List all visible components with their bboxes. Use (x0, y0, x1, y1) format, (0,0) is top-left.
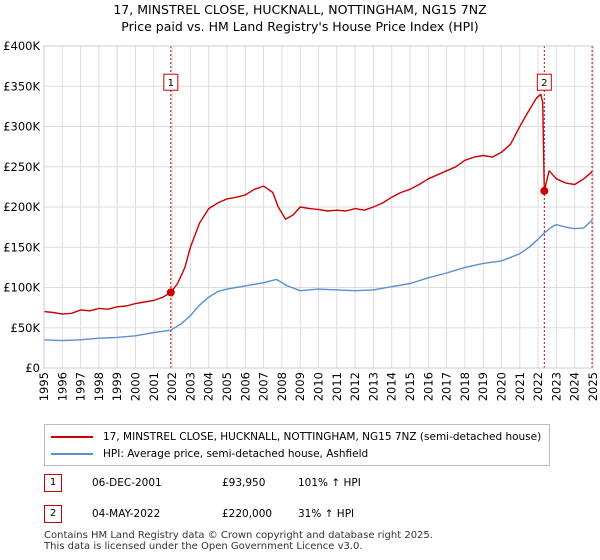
legend-item-property: 17, MINSTREL CLOSE, HUCKNALL, NOTTINGHAM… (51, 429, 541, 445)
x-tick-label: 2020 (495, 372, 509, 401)
transaction-date: 06-DEC-2001 (92, 477, 162, 489)
transaction-price: £220,000 (222, 508, 273, 520)
y-tick-label: £250K (3, 160, 40, 174)
property-price-line (43, 93, 594, 315)
table-row: 1 06-DEC-2001 £93,950 101% ↑ HPI (44, 474, 564, 492)
x-tick-label: 2005 (220, 372, 234, 401)
x-tick-label: 2011 (330, 372, 344, 401)
x-tick-label: 2018 (458, 372, 472, 401)
x-tick-label: 2025 (586, 372, 600, 401)
x-tick-label: 2015 (403, 372, 417, 401)
y-tick-label: £100K (3, 281, 40, 295)
x-tick-label: 1999 (110, 372, 124, 401)
legend-swatch-property (51, 436, 93, 438)
transaction-price: £93,950 (222, 477, 266, 489)
x-tick-label: 2000 (129, 372, 143, 401)
axes: £0 £50K £100K £150K £200K £250K £300K £350K £400… (3, 39, 600, 401)
y-tick-label: £300K (3, 120, 40, 134)
x-tick-label: 1997 (74, 372, 88, 401)
x-tick-label: 2004 (202, 372, 216, 401)
x-tick-label: 2017 (440, 372, 454, 401)
x-tick-label: 2012 (348, 372, 362, 401)
x-tick-label: 2014 (385, 372, 399, 401)
transaction-hpi-change: 101% ↑ HPI (298, 477, 361, 489)
y-tick-label: £200K (3, 200, 40, 214)
footer-licence: This data is licensed under the Open Gov… (44, 541, 363, 552)
x-tick-label: 2021 (513, 372, 527, 401)
x-tick-label: 1998 (92, 372, 106, 401)
x-tick-label: 2008 (275, 372, 289, 401)
y-tick-label: £400K (3, 39, 40, 53)
grid (43, 45, 594, 369)
x-tick-label: 2010 (312, 372, 326, 401)
transaction-marker-label: 1 (168, 78, 174, 89)
transaction-hpi-change: 31% ↑ HPI (298, 508, 355, 520)
table-row: 2 04-MAY-2022 £220,000 31% ↑ HPI (44, 505, 564, 523)
y-tick-label: £150K (3, 240, 40, 254)
legend-label-hpi: HPI: Average price, semi-detached house,… (103, 448, 369, 460)
transaction-badge: 2 (44, 505, 62, 523)
chart-title-line-1: 17, MINSTREL CLOSE, HUCKNALL, NOTTINGHAM… (113, 2, 487, 17)
transaction-marker-label: 2 (541, 78, 547, 89)
transaction-point (166, 288, 175, 297)
x-tick-label: 2009 (293, 372, 307, 401)
transaction-badge: 1 (44, 474, 62, 492)
legend-label-property: 17, MINSTREL CLOSE, HUCKNALL, NOTTINGHAM… (103, 431, 542, 443)
x-tick-label: 2001 (147, 372, 161, 401)
x-tick-label: 1996 (55, 372, 69, 401)
x-tick-label: 2022 (531, 372, 545, 401)
transaction-point (540, 186, 549, 195)
transaction-date: 04-MAY-2022 (92, 508, 161, 520)
x-tick-label: 2013 (366, 372, 380, 401)
price-chart: £0 £50K £100K £150K £200K £250K £300K £350K £400… (3, 39, 600, 401)
x-tick-label: 2016 (421, 372, 435, 401)
x-tick-label: 1995 (37, 372, 51, 401)
hpi-line (43, 218, 594, 342)
transaction-points (166, 186, 549, 297)
series-lines (43, 93, 594, 342)
x-tick-label: 2023 (549, 372, 563, 401)
y-tick-label: £0 (25, 361, 40, 375)
transaction-marker-box (163, 73, 179, 91)
x-tick-label: 2019 (476, 372, 490, 401)
x-tick-label: 2024 (568, 372, 582, 401)
x-tick-label: 2003 (183, 372, 197, 401)
footer-copyright: Contains HM Land Registry data © Crown c… (44, 530, 433, 541)
x-tick-label: 2007 (257, 372, 271, 401)
legend-swatch-hpi (51, 453, 93, 455)
y-tick-label: £350K (3, 79, 40, 93)
x-tick-label: 2002 (165, 372, 179, 401)
legend-item-hpi: HPI: Average price, semi-detached house,… (51, 446, 368, 462)
y-tick-label: £50K (11, 321, 41, 335)
plot-border (43, 45, 594, 369)
legend: 17, MINSTREL CLOSE, HUCKNALL, NOTTINGHAM… (44, 424, 550, 466)
transaction-marker-box (536, 73, 552, 91)
x-tick-label: 2006 (238, 372, 252, 401)
footer: Contains HM Land Registry data © Crown c… (44, 530, 433, 552)
chart-title-line-2: Price paid vs. HM Land Registry's House … (121, 19, 479, 34)
transaction-lines (170, 46, 593, 368)
